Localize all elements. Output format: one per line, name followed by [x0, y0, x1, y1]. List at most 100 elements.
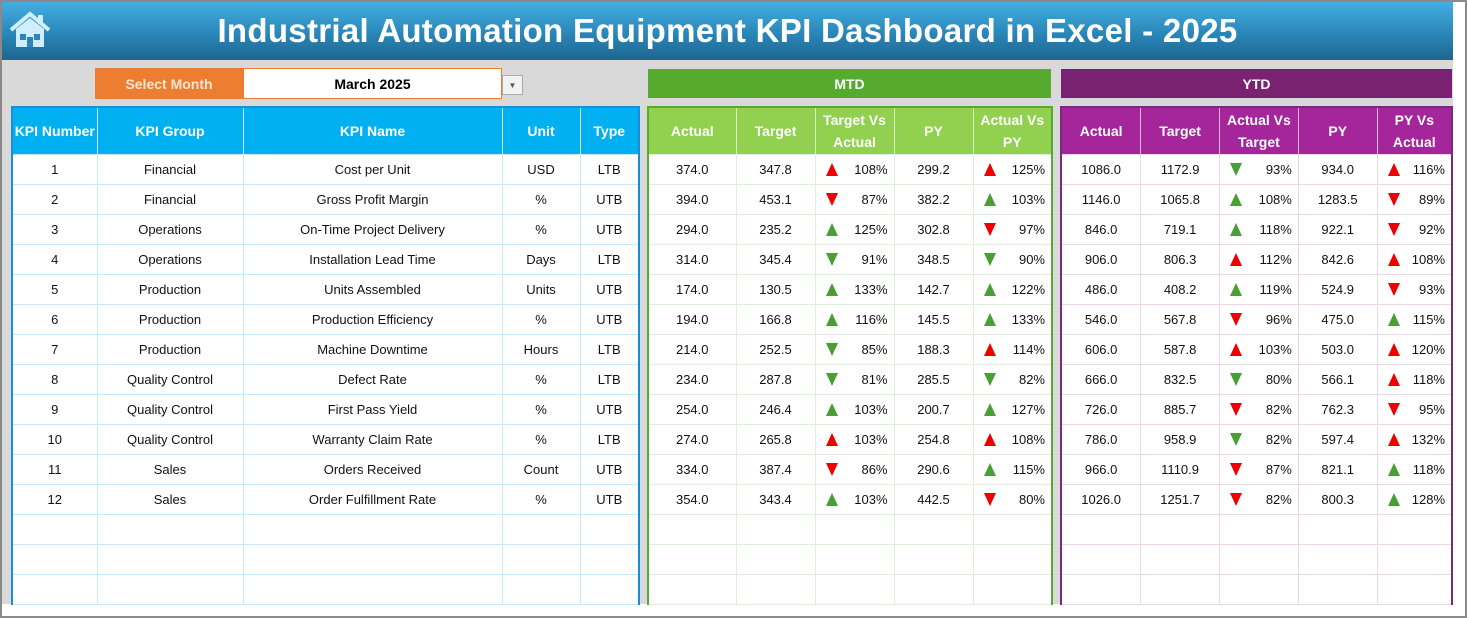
table-row: [1060, 543, 1453, 575]
triangle-up-icon: [825, 282, 838, 296]
ytd-cell: 806.3: [1140, 243, 1220, 275]
column-header: Actual: [648, 107, 737, 154]
ytd-cell: 567.8: [1140, 303, 1220, 335]
table-row: 174.0 130.5 133% 142.7 122%: [647, 273, 1053, 305]
kpi-type-cell: UTB: [579, 213, 640, 245]
kpi-group-cell: Operations: [96, 243, 244, 275]
mtd-cell: 453.1: [735, 183, 816, 215]
column-header: Actual Vs PY: [973, 107, 1053, 154]
mtd-cell: 125%: [814, 213, 895, 245]
kpi-name-cell: Machine Downtime: [242, 333, 503, 365]
pct-cell: 93%: [1378, 282, 1451, 297]
triangle-up-icon: [983, 192, 996, 206]
ytd-cell: 503.0: [1297, 333, 1378, 365]
kpi-group-cell: Quality Control: [96, 393, 244, 425]
column-header-label: KPI Name: [339, 122, 406, 139]
triangle-down-icon: [1229, 462, 1242, 476]
kpi-num-cell: 7: [11, 333, 98, 365]
kpi-num-cell: 4: [11, 243, 98, 275]
ytd-cell: 606.0: [1060, 333, 1142, 365]
pct-value: 132%: [1411, 431, 1445, 447]
pct-cell: 118%: [1378, 462, 1451, 477]
triangle-up-icon: [1387, 462, 1400, 476]
home-icon[interactable]: [8, 10, 52, 50]
ytd-cell: 93%: [1376, 273, 1453, 305]
kpi-type-cell: [579, 513, 640, 545]
triangle-up-icon: [1387, 432, 1400, 446]
mtd-cell: 442.5: [893, 483, 974, 515]
kpi-unit-cell: Count: [501, 453, 581, 485]
mtd-cell: 85%: [814, 333, 895, 365]
mtd-cell: 103%: [972, 183, 1053, 215]
ytd-cell: 475.0: [1297, 303, 1378, 335]
ytd-cell: 116%: [1376, 153, 1453, 185]
kpi-name-cell: Installation Lead Time: [242, 243, 503, 275]
pct-cell: 132%: [1378, 432, 1451, 447]
triangle-up-icon: [1229, 222, 1242, 236]
triangle-down-icon: [1229, 432, 1242, 446]
mtd-table: Actual Target Target Vs Actual PY Actual Vs …: [647, 106, 1053, 605]
pct-value: 120%: [1411, 341, 1445, 357]
ytd-cell: [1376, 543, 1453, 575]
pct-cell: 103%: [816, 492, 894, 507]
ytd-cell: [1376, 513, 1453, 545]
pct-value: 80%: [1265, 371, 1292, 387]
ytd-cell: [1297, 513, 1378, 545]
column-header: KPI Name: [243, 107, 503, 154]
mtd-cell: 314.0: [647, 243, 737, 275]
table-row: 234.0 287.8 81% 285.5 82%: [647, 363, 1053, 395]
pct-cell: 127%: [974, 402, 1052, 417]
pct-cell: 115%: [974, 462, 1052, 477]
pct-cell: 122%: [974, 282, 1052, 297]
column-header-label: Target Vs Actual: [823, 111, 886, 150]
ytd-cell: 92%: [1376, 213, 1453, 245]
kpi-num-cell: 5: [11, 273, 98, 305]
triangle-up-icon: [983, 342, 996, 356]
table-row: [647, 573, 1053, 605]
pct-value: 114%: [1012, 341, 1045, 357]
table-row: 394.0 453.1 87% 382.2 103%: [647, 183, 1053, 215]
mtd-cell: 274.0: [647, 423, 737, 455]
column-header: PY Vs Actual: [1377, 107, 1453, 154]
pct-value: 91%: [861, 251, 888, 267]
ytd-cell: 786.0: [1060, 423, 1142, 455]
triangle-down-icon: [825, 342, 838, 356]
kpi-group-cell: Production: [96, 273, 244, 305]
ytd-cell: [1060, 573, 1142, 605]
mtd-cell: 125%: [972, 153, 1053, 185]
pct-cell: 125%: [816, 222, 894, 237]
triangle-up-icon: [1387, 162, 1400, 176]
kpi-unit-cell: %: [501, 483, 581, 515]
ytd-cell: 118%: [1376, 453, 1453, 485]
pct-value: 127%: [1011, 401, 1045, 417]
triangle-up-icon: [983, 402, 996, 416]
ytd-cell: 95%: [1376, 393, 1453, 425]
ytd-cell: 108%: [1218, 183, 1299, 215]
triangle-up-icon: [983, 432, 996, 446]
column-header-label: Actual Vs Target: [1227, 111, 1291, 150]
chevron-down-icon[interactable]: ▼: [502, 75, 523, 95]
table-row: 214.0 252.5 85% 188.3 114%: [647, 333, 1053, 365]
kpi-num-cell: 2: [11, 183, 98, 215]
kpi-name-cell: Cost per Unit: [242, 153, 503, 185]
table-row: 254.0 246.4 103% 200.7 127%: [647, 393, 1053, 425]
mtd-cell: [972, 573, 1053, 605]
mtd-cell: [735, 573, 816, 605]
triangle-down-icon: [983, 372, 996, 386]
ytd-cell: 108%: [1376, 243, 1453, 275]
month-select[interactable]: March 2025: [243, 68, 502, 99]
table-row: 354.0 343.4 103% 442.5 80%: [647, 483, 1053, 515]
table-row: 966.0 1110.9 87% 821.1 118%: [1060, 453, 1453, 485]
ytd-cell: 120%: [1376, 333, 1453, 365]
mtd-cell: 387.4: [735, 453, 816, 485]
ytd-cell: 128%: [1376, 483, 1453, 515]
kpi-type-cell: UTB: [579, 393, 640, 425]
mtd-cell: 347.8: [735, 153, 816, 185]
kpi-type-cell: UTB: [579, 453, 640, 485]
mtd-cell: [814, 543, 895, 575]
table-row: 374.0 347.8 108% 299.2 125%: [647, 153, 1053, 185]
triangle-up-icon: [983, 312, 996, 326]
ytd-cell: [1140, 543, 1220, 575]
ytd-cell: 821.1: [1297, 453, 1378, 485]
mtd-cell: 133%: [814, 273, 895, 305]
